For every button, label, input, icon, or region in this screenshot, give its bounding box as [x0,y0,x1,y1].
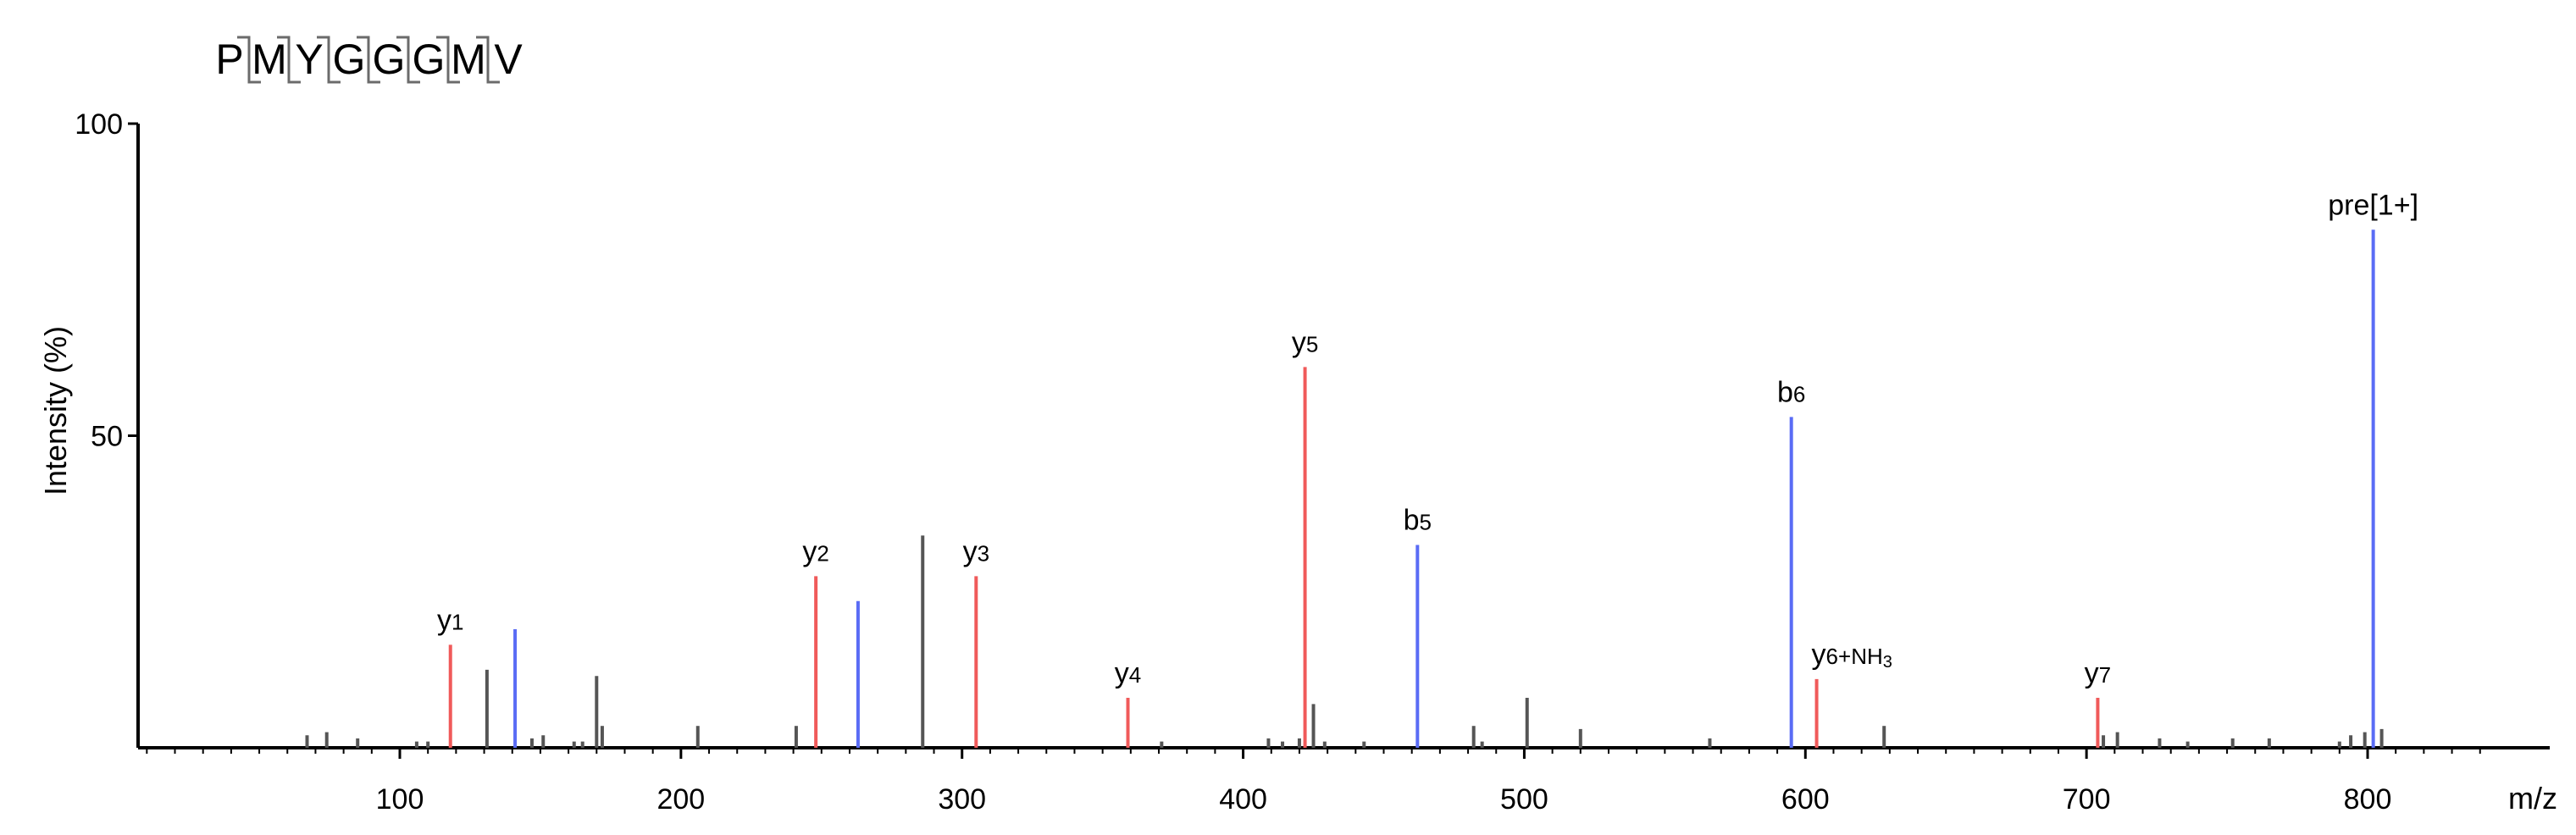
peak-label: y5 [1292,326,1318,358]
y-tick-label: 50 [91,421,123,453]
y-fragment-bracket [247,56,261,84]
x-tick-label: 700 [2063,783,2111,816]
b-fragment-bracket [277,36,291,64]
x-tick-label: 600 [1781,783,1830,816]
y-fragment-bracket [446,56,460,84]
peak-label: y1 [437,604,463,636]
x-tick-label: 500 [1500,783,1548,816]
y-fragment-bracket [407,56,420,84]
peak-label: y7 [2085,657,2111,689]
x-tick-label: 100 [376,783,424,816]
sequence-residue: M [451,36,486,83]
x-tick-label: 300 [938,783,986,816]
x-tick-label: 200 [656,783,705,816]
y-fragment-bracket [287,56,301,84]
y-fragment-bracket [327,56,341,84]
sequence-residue: G [413,36,446,83]
peak-label: b5 [1404,504,1432,536]
peak-label: pre[1+] [2328,189,2418,221]
axes: 100 200 300 400 500 600 700 800 50 100 [75,108,2550,816]
y-fragment-bracket [486,56,500,84]
b-fragment-bracket [396,36,410,64]
sequence-residue: V [494,36,523,83]
sequence-residue: G [333,36,366,83]
b-fragment-bracket [237,36,251,64]
sequence-residue: G [373,36,406,83]
peak-label: b6 [1777,376,1805,408]
peak-label: y6+NH3 [1812,639,1892,672]
peak-label: y2 [802,535,828,567]
x-tick-label: 800 [2344,783,2392,816]
sequence-residue: M [252,36,287,83]
b-fragment-bracket [317,36,330,64]
peak-labels: y1 y2 y3 y4 y5 b5 b6 y6+NH3 y7 pre[1+] [437,189,2418,689]
x-axis-title: m/z [2508,781,2557,816]
peaks [305,229,2384,748]
b-fragment-bracket [436,36,450,64]
y-fragment-bracket [367,56,380,84]
x-tick-label: 400 [1219,783,1267,816]
y-axis-title: Intensity (%) [38,326,73,495]
peak-label: y3 [963,535,989,567]
peak-label: y4 [1115,657,1141,689]
sequence-residue: Y [295,36,323,83]
y-tick-label: 100 [75,108,123,141]
b-fragment-bracket [476,36,490,64]
b-fragment-bracket [357,36,370,64]
sequence-residue: P [215,36,243,83]
